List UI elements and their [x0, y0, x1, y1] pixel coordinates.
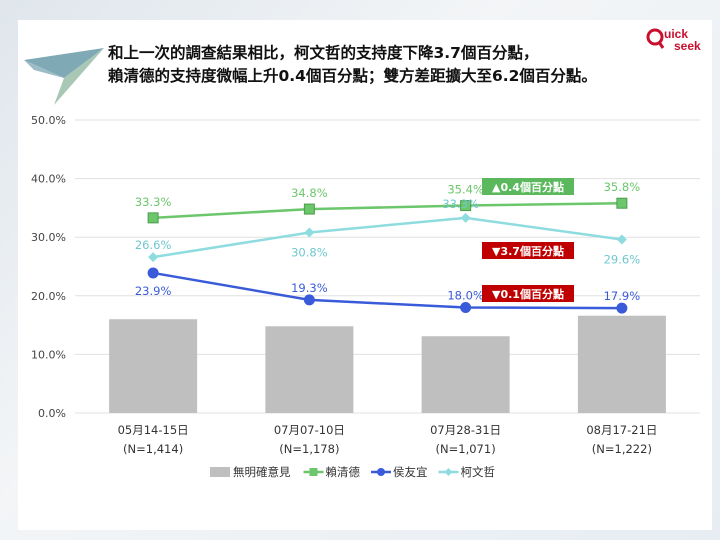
- marker-square: [616, 197, 628, 209]
- x-tick-label: 07月07-10日: [274, 423, 345, 437]
- bar-no-opinion: [421, 336, 510, 413]
- series-line-賴清德: [153, 201, 622, 220]
- marker-diamond: [460, 212, 471, 223]
- x-tick-label: (N=1,071): [436, 442, 496, 456]
- data-label: 23.9%: [135, 284, 172, 298]
- data-label: 33.3%: [442, 197, 479, 211]
- svg-text:uick: uick: [664, 27, 688, 41]
- marker-diamond: [304, 227, 315, 238]
- slide-card: [18, 20, 712, 530]
- y-tick-label: 20.0%: [31, 290, 66, 303]
- x-tick-label: (N=1,222): [592, 442, 652, 456]
- x-tick-label: (N=1,178): [279, 442, 339, 456]
- data-label: 35.4%: [447, 183, 484, 197]
- data-label: 18.0%: [447, 289, 484, 303]
- legend-marker: [309, 468, 318, 476]
- legend-label: 賴清德: [326, 465, 361, 479]
- marker-square: [303, 203, 315, 215]
- legend-marker: [444, 468, 453, 476]
- x-tick-label: 07月28-31日: [430, 423, 501, 437]
- y-tick-label: 30.0%: [31, 231, 66, 244]
- marker-circle: [147, 267, 159, 279]
- marker-circle: [303, 294, 315, 306]
- data-label: 35.8%: [604, 180, 641, 194]
- data-label: 30.8%: [291, 246, 328, 260]
- svg-text:seek: seek: [674, 39, 701, 53]
- marker-circle: [616, 302, 628, 314]
- y-tick-label: 40.0%: [31, 173, 66, 186]
- legend-label: 侯友宜: [393, 465, 428, 479]
- change-badge-text: ▲0.4個百分點: [492, 180, 564, 194]
- y-tick-label: 10.0%: [31, 348, 66, 361]
- marker-square: [147, 212, 159, 224]
- y-tick-label: 0.0%: [38, 407, 66, 420]
- change-badge-text: ▼0.1個百分點: [492, 287, 564, 301]
- marker-diamond: [148, 252, 159, 263]
- data-label: 17.9%: [604, 289, 641, 303]
- change-badge-text: ▼3.7個百分點: [492, 244, 564, 258]
- bar-no-opinion: [265, 326, 354, 413]
- bar-no-opinion: [577, 315, 666, 413]
- legend-label: 無明確意見: [233, 465, 291, 479]
- x-tick-label: 08月17-21日: [586, 423, 657, 437]
- data-label: 26.6%: [135, 238, 172, 252]
- x-tick-label: (N=1,414): [123, 442, 183, 456]
- data-label: 34.8%: [291, 186, 328, 200]
- legend-label: 柯文哲: [461, 465, 496, 479]
- data-label: 19.3%: [291, 281, 328, 295]
- change-badge: [482, 285, 574, 302]
- paper-plane-decoration: [24, 48, 104, 105]
- legend-marker: [377, 468, 385, 476]
- marker-circle: [460, 302, 472, 314]
- legend-swatch: [210, 467, 230, 477]
- y-tick-label: 50.0%: [31, 114, 66, 127]
- marker-square: [460, 200, 472, 212]
- data-label: 33.3%: [135, 195, 172, 209]
- slide-title: 和上一次的調查結果相比，柯文哲的支持度下降3.7個百分點， 賴清德的支持度微幅上…: [108, 42, 597, 88]
- data-label: 29.6%: [604, 253, 641, 267]
- marker-diamond: [616, 234, 627, 245]
- series-line-柯文哲: [152, 216, 623, 259]
- change-badge: [482, 178, 574, 195]
- quickseek-logo: uick seek: [646, 27, 701, 53]
- title-line-2: 賴清德的支持度微幅上升0.4個百分點；雙方差距擴大至6.2個百分點。: [108, 67, 597, 85]
- x-tick-label: 05月14-15日: [118, 423, 189, 437]
- change-badge: [482, 242, 574, 259]
- series-line-侯友宜: [152, 271, 622, 310]
- bar-no-opinion: [109, 319, 198, 413]
- title-line-1: 和上一次的調查結果相比，柯文哲的支持度下降3.7個百分點，: [108, 44, 539, 62]
